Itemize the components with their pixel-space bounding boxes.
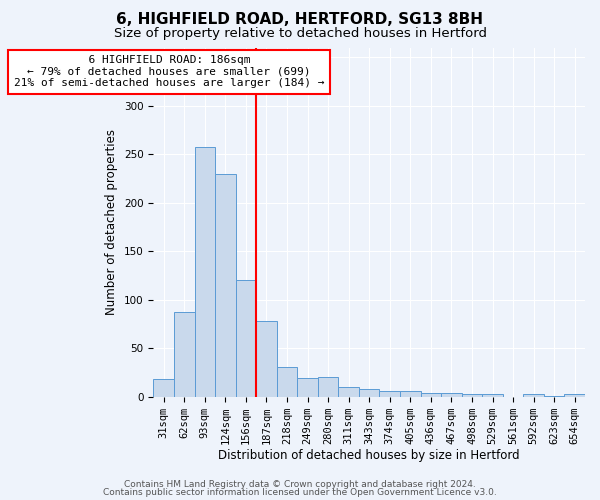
Text: 6, HIGHFIELD ROAD, HERTFORD, SG13 8BH: 6, HIGHFIELD ROAD, HERTFORD, SG13 8BH: [116, 12, 484, 28]
Bar: [482, 394, 503, 396]
Bar: [359, 389, 379, 396]
Text: 6 HIGHFIELD ROAD: 186sqm  
← 79% of detached houses are smaller (699)
21% of sem: 6 HIGHFIELD ROAD: 186sqm ← 79% of detach…: [14, 55, 324, 88]
Bar: [400, 391, 421, 396]
Y-axis label: Number of detached properties: Number of detached properties: [106, 129, 118, 315]
Bar: [154, 380, 174, 396]
Bar: [461, 394, 482, 396]
Bar: [523, 394, 544, 396]
Bar: [421, 393, 441, 396]
Bar: [256, 321, 277, 396]
Bar: [215, 174, 236, 396]
Bar: [338, 387, 359, 396]
X-axis label: Distribution of detached houses by size in Hertford: Distribution of detached houses by size …: [218, 450, 520, 462]
Text: Size of property relative to detached houses in Hertford: Size of property relative to detached ho…: [113, 28, 487, 40]
Text: Contains public sector information licensed under the Open Government Licence v3: Contains public sector information licen…: [103, 488, 497, 497]
Bar: [318, 378, 338, 396]
Text: Contains HM Land Registry data © Crown copyright and database right 2024.: Contains HM Land Registry data © Crown c…: [124, 480, 476, 489]
Bar: [441, 393, 461, 396]
Bar: [565, 394, 585, 396]
Bar: [277, 366, 297, 396]
Bar: [379, 391, 400, 396]
Bar: [236, 280, 256, 396]
Bar: [297, 378, 318, 396]
Bar: [194, 148, 215, 396]
Bar: [174, 312, 194, 396]
